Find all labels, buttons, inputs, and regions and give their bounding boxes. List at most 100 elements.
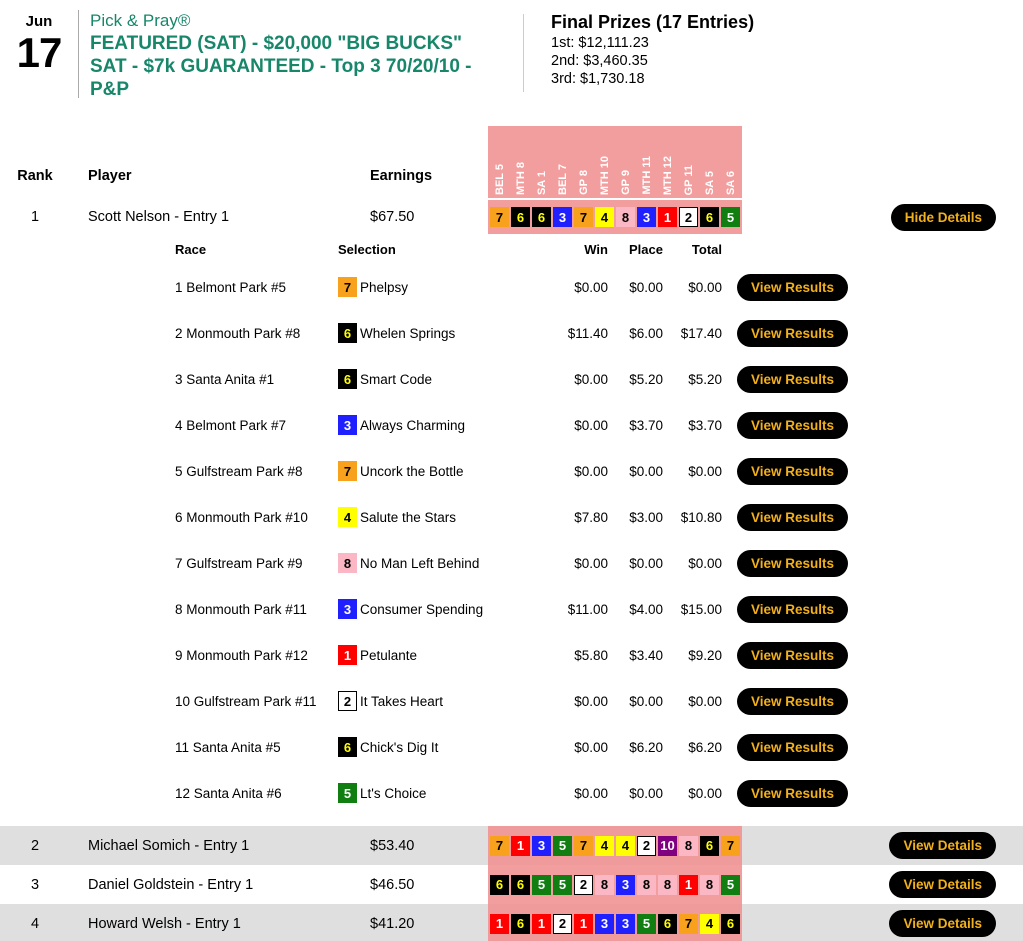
place-amount: $5.20	[629, 371, 663, 387]
view-results-button[interactable]: View Results	[737, 549, 849, 577]
horse-number-chip: 6	[338, 369, 357, 389]
view-results-button[interactable]: View Results	[737, 641, 849, 669]
horse-number-chip: 3	[532, 835, 551, 856]
view-results-button[interactable]: View Results	[737, 779, 849, 807]
race-detail-row: 10 Gulfstream Park #11 2 It Takes Heart $0.…	[0, 678, 1023, 724]
total-amount: $0.00	[688, 463, 722, 479]
race-detail-row: 5 Gulfstream Park #8 7 Uncork the Bottle $0…	[0, 448, 1023, 494]
race-name: 3 Santa Anita #1	[175, 371, 275, 387]
view-results-button[interactable]: View Results	[737, 319, 849, 347]
selection-cell: 7 Phelpsy	[338, 277, 545, 297]
view-results-button[interactable]: View Results	[737, 411, 849, 439]
horse-name: Consumer Spending	[360, 601, 484, 617]
collapsed-player-rows: 2 Michael Somich - Entry 1 $53.40 7 1 3 5 7 4 4 2 1…	[0, 826, 1023, 941]
player-rank: 1	[30, 209, 40, 225]
view-results-button[interactable]: View Results	[737, 687, 849, 715]
race-name: 8 Monmouth Park #11	[175, 601, 307, 617]
horse-number-chip: 6	[721, 913, 740, 934]
race-header-label: MTH 8	[514, 162, 527, 195]
win-amount: $0.00	[574, 693, 608, 709]
race-action-cell: View Results	[722, 733, 1023, 761]
total-amount: $0.00	[688, 693, 722, 709]
horse-number-chip: 6	[511, 874, 530, 895]
race-action-cell: View Results	[722, 641, 1023, 669]
view-results-button[interactable]: View Results	[737, 503, 849, 531]
horse-name: Uncork the Bottle	[360, 463, 464, 479]
view-details-button[interactable]: View Details	[889, 871, 996, 898]
win-amount: $11.00	[567, 601, 608, 617]
view-results-button[interactable]: View Results	[737, 365, 849, 393]
horse-number-chip: 8	[595, 874, 614, 895]
view-details-button[interactable]: View Details	[889, 910, 996, 937]
place-amount: $6.00	[629, 325, 663, 341]
view-results-button[interactable]: View Results	[737, 273, 849, 301]
selection-cell: 5 Lt's Choice	[338, 783, 545, 803]
race-detail-row: 6 Monmouth Park #10 4 Salute the Stars $7.8…	[0, 494, 1023, 540]
final-prizes-panel: Final Prizes (17 Entries) 1st: $12,111.2…	[524, 8, 754, 126]
player-earnings: $67.50	[370, 209, 415, 225]
prizes-divider	[523, 14, 524, 92]
view-results-button[interactable]: View Results	[737, 733, 849, 761]
contest-series-name: Pick & Pray®	[90, 11, 191, 30]
horse-number-chip: 1	[532, 913, 551, 934]
race-detail-row: 3 Santa Anita #1 6 Smart Code $0.00 $5.20 $5.…	[0, 356, 1023, 402]
race-header-label: BEL 5	[493, 164, 506, 195]
horse-number-chip: 6	[338, 737, 357, 757]
horse-number-chip: 5	[721, 874, 740, 895]
selection-cell: 8 No Man Left Behind	[338, 553, 545, 573]
place-amount: $3.00	[629, 509, 663, 525]
selection-cell: 1 Petulante	[338, 645, 545, 665]
hide-details-button[interactable]: Hide Details	[890, 203, 996, 231]
race-header-cell: SA 5	[700, 171, 719, 195]
race-header-cell: MTH 12	[658, 156, 677, 195]
race-header-label: GP 11	[682, 164, 695, 195]
view-results-button[interactable]: View Results	[737, 595, 849, 623]
race-detail-row: 8 Monmouth Park #11 3 Consumer Spending $11…	[0, 586, 1023, 632]
race-name: 2 Monmouth Park #8	[175, 325, 301, 341]
race-action-cell: View Results	[722, 503, 1023, 531]
horse-number-chip: 3	[637, 207, 656, 227]
race-action-cell: View Results	[722, 595, 1023, 623]
horse-number-chip: 7	[338, 461, 357, 481]
place-column-label: Place	[629, 241, 663, 257]
win-amount: $0.00	[574, 463, 608, 479]
horse-number-chip: 3	[553, 207, 572, 227]
horse-number-chip: 8	[338, 553, 357, 573]
win-amount: $0.00	[574, 417, 608, 433]
total-amount: $9.20	[688, 647, 722, 663]
horse-number-chip: 5	[721, 207, 740, 227]
view-details-button[interactable]: View Details	[889, 832, 996, 859]
horse-number-chip: 8	[658, 874, 677, 895]
win-amount: $5.80	[574, 647, 608, 663]
contest-title-line-2: SAT - $7k GUARANTEED - Top 3 70/20/10 -	[90, 56, 472, 77]
race-detail-rows: 1 Belmont Park #5 7 Phelpsy $0.00 $0.00 $0.00…	[0, 264, 1023, 816]
contest-date: Jun 17	[0, 8, 78, 126]
horse-number-chip: 6	[338, 323, 357, 343]
horse-number-chip: 8	[679, 835, 698, 856]
player-row-rank-2: 2 Michael Somich - Entry 1 $53.40 7 1 3 5 7 4 4 2 1…	[0, 826, 1023, 865]
horse-name: Chick's Dig It	[360, 739, 439, 755]
view-results-button[interactable]: View Results	[737, 457, 849, 485]
race-detail-row: 7 Gulfstream Park #9 8 No Man Left Behind $…	[0, 540, 1023, 586]
race-header-label: MTH 11	[640, 156, 653, 195]
horse-number-chip: 2	[679, 207, 698, 227]
race-header-label: GP 8	[577, 170, 590, 195]
race-header-label: SA 1	[535, 170, 548, 195]
horse-number-chip: 5	[553, 835, 572, 856]
race-action-cell: View Results	[722, 779, 1023, 807]
horse-number-chip: 7	[574, 207, 593, 227]
race-header-label: GP 9	[619, 170, 632, 195]
place-amount: $0.00	[629, 463, 663, 479]
horse-name: Lt's Choice	[360, 785, 427, 801]
selection-cell: 6 Chick's Dig It	[338, 737, 545, 757]
race-header-label: MTH 12	[661, 155, 674, 195]
race-action-cell: View Results	[722, 687, 1023, 715]
player-action-cell: View Details	[742, 910, 1023, 937]
horse-number-chip: 6	[700, 207, 719, 227]
race-header-cell: MTH 11	[637, 156, 656, 195]
race-header-cell: BEL 5	[490, 164, 509, 195]
race-name: 4 Belmont Park #7	[175, 417, 287, 433]
total-amount: $17.40	[680, 325, 722, 341]
horse-number-chip: 5	[553, 874, 572, 895]
contest-date-month: Jun	[25, 13, 53, 30]
